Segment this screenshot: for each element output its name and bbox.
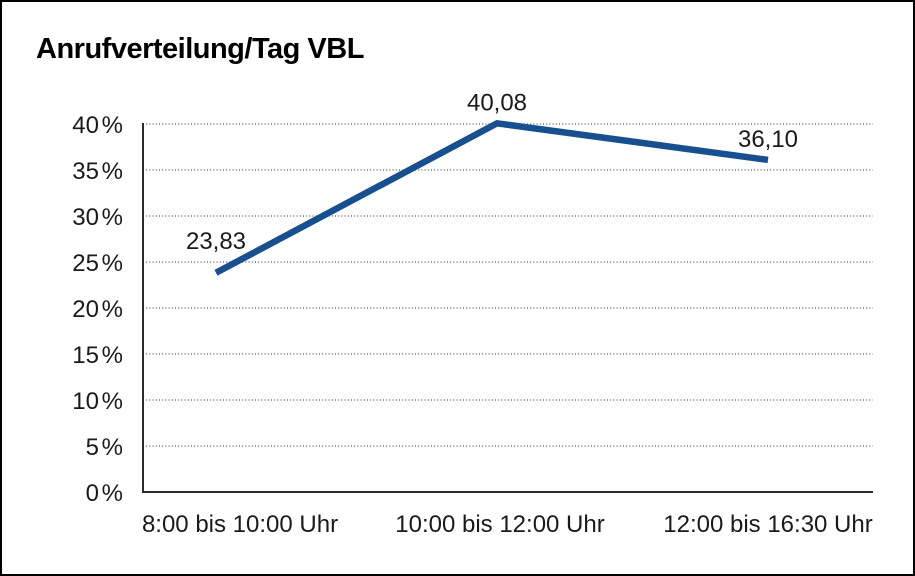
data-label: 23,83 [186,228,246,255]
y-tick-label: 10 % [72,388,123,415]
y-tick-label: 25 % [72,250,123,277]
y-tick-label: 35 % [72,158,123,185]
y-tick-label: 40 % [72,112,123,139]
data-line [214,119,769,276]
y-tick-label: 30 % [72,204,123,231]
x-tick-label: 8:00 bis 10:00 Uhr [142,511,338,538]
x-tick-label: 12:00 bis 16:30 Uhr [663,511,872,538]
data-label: 40,08 [467,89,527,116]
y-tick-label: 20 % [72,296,123,323]
y-tick-label: 15 % [72,342,123,369]
data-label: 36,10 [738,126,798,153]
x-tick-label: 10:00 bis 12:00 Uhr [395,511,604,538]
chart-title: Anrufverteilung/Tag VBL [36,33,364,65]
y-tick-label: 5 % [86,434,123,461]
y-tick-label: 0 % [86,480,123,507]
